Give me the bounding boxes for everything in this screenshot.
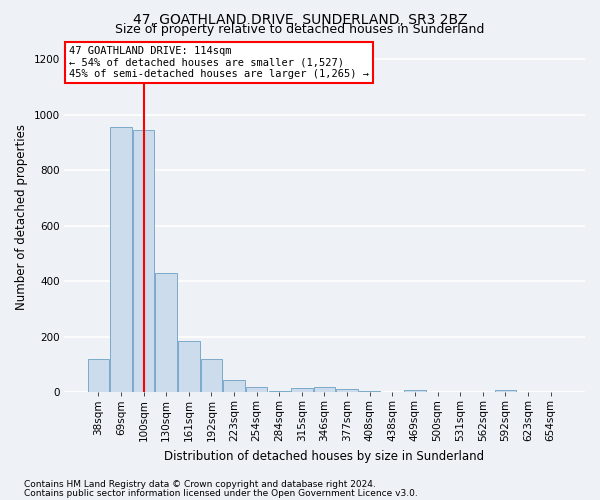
Y-axis label: Number of detached properties: Number of detached properties <box>15 124 28 310</box>
Bar <box>337 390 358 392</box>
Bar <box>178 341 200 392</box>
Bar <box>110 127 132 392</box>
Bar <box>223 380 245 392</box>
Text: Contains HM Land Registry data © Crown copyright and database right 2024.: Contains HM Land Registry data © Crown c… <box>24 480 376 489</box>
Bar <box>404 390 425 392</box>
Bar <box>314 387 335 392</box>
Bar <box>494 390 516 392</box>
Bar <box>359 390 380 392</box>
Bar <box>155 273 177 392</box>
Bar <box>291 388 313 392</box>
X-axis label: Distribution of detached houses by size in Sunderland: Distribution of detached houses by size … <box>164 450 485 462</box>
Text: Contains public sector information licensed under the Open Government Licence v3: Contains public sector information licen… <box>24 489 418 498</box>
Text: 47, GOATHLAND DRIVE, SUNDERLAND, SR3 2BZ: 47, GOATHLAND DRIVE, SUNDERLAND, SR3 2BZ <box>133 12 467 26</box>
Bar <box>201 359 222 392</box>
Bar <box>88 359 109 392</box>
Bar <box>246 386 268 392</box>
Text: 47 GOATHLAND DRIVE: 114sqm
← 54% of detached houses are smaller (1,527)
45% of s: 47 GOATHLAND DRIVE: 114sqm ← 54% of deta… <box>69 46 369 79</box>
Bar <box>269 390 290 392</box>
Bar <box>133 130 154 392</box>
Text: Size of property relative to detached houses in Sunderland: Size of property relative to detached ho… <box>115 22 485 36</box>
